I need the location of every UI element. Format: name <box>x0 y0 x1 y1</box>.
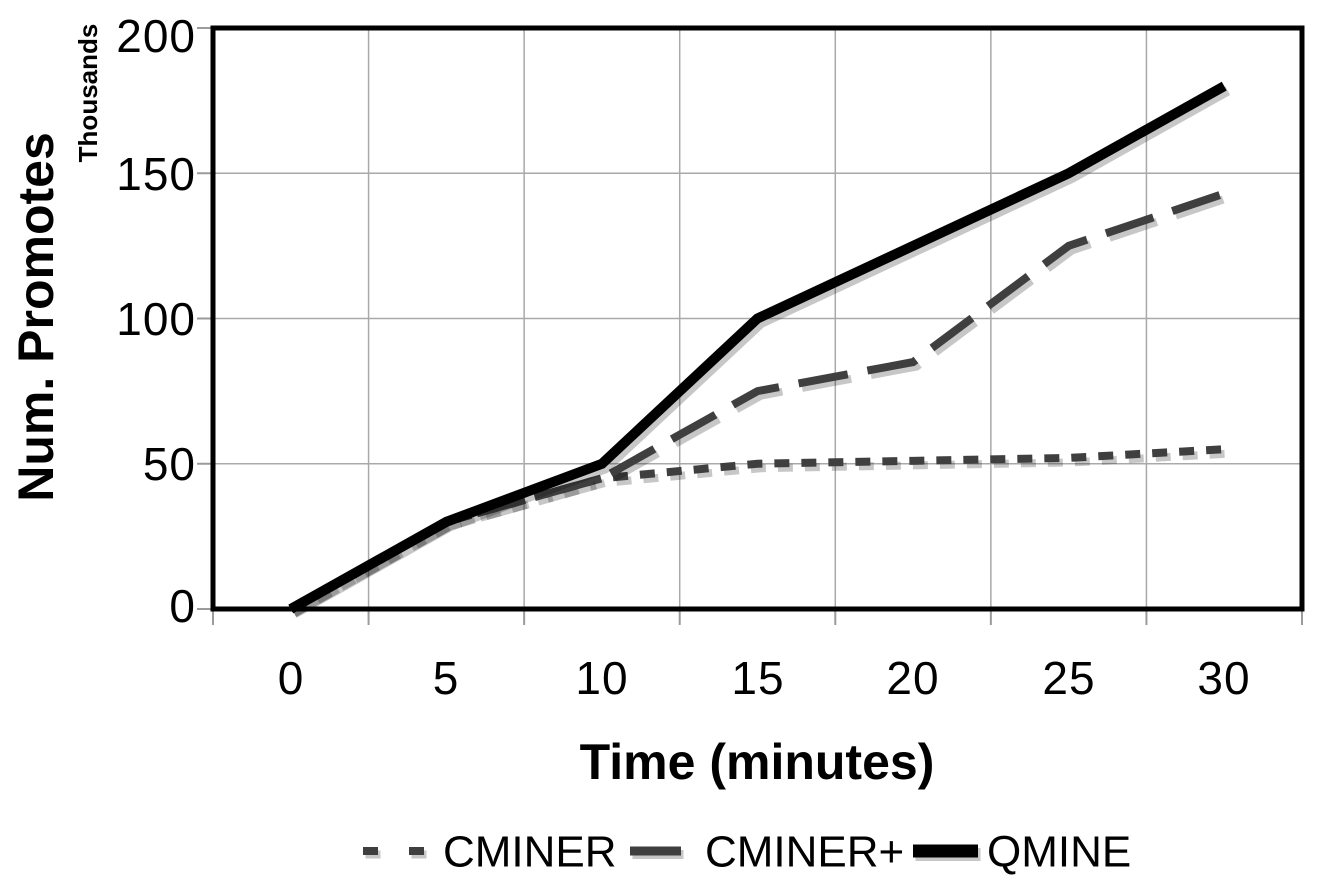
axis-tick-marks <box>197 27 1303 625</box>
legend-markers <box>363 844 981 861</box>
series-shadow-cminer+ <box>292 194 1229 617</box>
x-tick-0: 0 <box>278 652 305 704</box>
legend-label-qmine: QMINE <box>987 828 1131 877</box>
y-axis-units-label: Thousands <box>73 24 103 163</box>
legend: CMINER CMINER+ QMINE <box>363 828 1131 877</box>
plot-border <box>210 25 1305 612</box>
x-axis-tick-labels: 0 5 10 15 20 25 30 <box>278 652 1250 704</box>
y-tick-200: 200 <box>116 10 196 62</box>
y-tick-100: 100 <box>116 293 196 345</box>
x-tick-20: 20 <box>886 652 939 704</box>
x-tick-5: 5 <box>433 652 460 704</box>
y-tick-150: 150 <box>116 148 196 200</box>
y-axis-title: Num. Promotes <box>8 132 64 502</box>
legend-label-cminer: CMINER <box>443 828 617 877</box>
y-axis-tick-labels: 0 50 100 150 200 <box>116 10 196 632</box>
x-tick-25: 25 <box>1042 652 1095 704</box>
y-tick-50: 50 <box>143 438 196 490</box>
series-shadow-qmine <box>291 86 1231 618</box>
series-line-qmine <box>288 81 1227 614</box>
x-tick-30: 30 <box>1197 652 1250 704</box>
series-shadow-cminer <box>292 449 1228 617</box>
legend-label-cminer-plus: CMINER+ <box>705 828 904 877</box>
x-tick-10: 10 <box>575 652 628 704</box>
x-tick-15: 15 <box>731 652 784 704</box>
series-line-cminer <box>288 445 1225 613</box>
series-lines <box>288 81 1231 618</box>
y-tick-0: 0 <box>169 580 196 632</box>
x-axis-title: Time (minutes) <box>580 734 935 790</box>
